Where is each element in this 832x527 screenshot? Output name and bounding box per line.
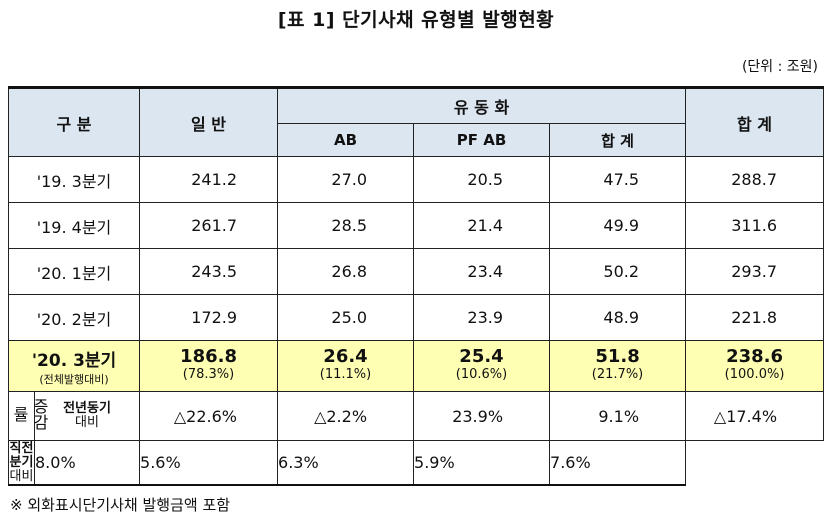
highlight-sublabel: (전체발행대비) [39,372,109,386]
table-row: '19. 3분기 241.2 27.0 20.5 47.5 288.7 [7,156,825,203]
cell-subtotal: 49.9 [549,202,687,249]
cell-pfab: 21.4 [413,202,551,249]
header-ab: AB [277,123,415,157]
yoy-ab: △2.2% [277,391,415,441]
unit-label: (단위 : 조원) [741,59,818,75]
row-label: '19. 4분기 [7,202,141,249]
cell-subtotal: 47.5 [549,156,687,203]
row-label: '19. 3분기 [7,156,141,203]
highlight-ab-value: 26.4 [323,346,368,367]
cell-pfab: 23.4 [413,248,551,295]
footnote: ※ 외화표시단기사채 발행금액 포함 [10,496,231,514]
qoq-label-1: 직전분기 [9,440,34,470]
cell-subtotal: 50.2 [549,248,687,295]
qoq-general: 8.0% [33,440,141,486]
change-row-yoy: 증감률 전년동기 대비 △22.6% △2.2% 23.9% 9.1% △17.… [8,391,825,441]
cell-total: 311.6 [685,202,825,249]
change-label-text: 증감률 [10,397,49,430]
highlight-row: '20. 3분기 (전체발행대비) 186.8 (78.3%) 26.4 (11… [7,340,825,392]
highlight-ab: 26.4 (11.1%) [277,340,415,392]
header-general: 일 반 [139,86,279,157]
highlight-total-pct: (100.0%) [724,367,785,382]
header-total: 합 계 [685,86,825,157]
cell-general: 261.7 [139,202,279,249]
page-title: [표 1] 단기사채 유형별 발행현황 [277,9,555,31]
cell-ab: 28.5 [277,202,415,249]
qoq-label: 직전분기 대비 [8,440,35,486]
cell-ab: 26.8 [277,248,415,295]
yoy-label-1: 전년동기 [63,401,111,416]
highlight-label: '20. 3분기 [31,350,117,371]
issuance-table: 구 분 일 반 유 동 화 합 계 AB PF AB 합 계 '19. 3분기 … [7,86,825,486]
yoy-total: △17.4% [685,391,825,441]
qoq-pfab: 6.3% [277,440,415,486]
highlight-general-pct: (78.3%) [182,367,235,382]
table-row: '20. 2분기 172.9 25.0 23.9 48.9 221.8 [7,294,825,341]
cell-total: 221.8 [685,294,825,341]
yoy-label: 전년동기 대비 [33,391,141,441]
highlight-pfab-pct: (10.6%) [455,367,508,382]
highlight-pfab-value: 25.4 [459,346,504,367]
cell-pfab: 20.5 [413,156,551,203]
table-row: '20. 1분기 243.5 26.8 23.4 50.2 293.7 [7,248,825,295]
header-category: 구 분 [7,86,141,157]
header-pfab: PF AB [413,123,551,157]
row-label: '20. 2분기 [7,294,141,341]
qoq-total: 7.6% [549,440,687,486]
header-liquidation: 유 동 화 [277,86,687,124]
yoy-subtotal: 9.1% [549,391,687,441]
table-row: '19. 4분기 261.7 28.5 21.4 49.9 311.6 [7,202,825,249]
yoy-pfab: 23.9% [413,391,551,441]
cell-pfab: 23.9 [413,294,551,341]
highlight-general-value: 186.8 [180,346,237,367]
cell-total: 288.7 [685,156,825,203]
qoq-ab: 5.6% [139,440,279,486]
row-label: '20. 1분기 [7,248,141,295]
highlight-total: 238.6 (100.0%) [685,340,825,392]
qoq-label-2: 대비 [9,468,34,484]
highlight-subtotal-value: 51.8 [595,346,640,367]
highlight-label-cell: '20. 3분기 (전체발행대비) [7,340,141,392]
cell-general: 241.2 [139,156,279,203]
header-subtotal: 합 계 [549,123,687,157]
highlight-ab-pct: (11.1%) [319,367,372,382]
cell-total: 293.7 [685,248,825,295]
qoq-subtotal: 5.9% [413,440,551,486]
cell-subtotal: 48.9 [549,294,687,341]
cell-ab: 25.0 [277,294,415,341]
yoy-label-2: 대비 [75,415,99,430]
highlight-subtotal: 51.8 (21.7%) [549,340,687,392]
change-row-qoq: 직전분기 대비 8.0% 5.6% 6.3% 5.9% 7.6% [8,440,824,486]
yoy-general: △22.6% [139,391,279,441]
highlight-pfab: 25.4 (10.6%) [413,340,551,392]
highlight-general: 186.8 (78.3%) [139,340,279,392]
cell-general: 172.9 [139,294,279,341]
cell-ab: 27.0 [277,156,415,203]
highlight-total-value: 238.6 [726,346,783,367]
cell-general: 243.5 [139,248,279,295]
highlight-subtotal-pct: (21.7%) [591,367,644,382]
change-label: 증감률 [8,391,49,441]
